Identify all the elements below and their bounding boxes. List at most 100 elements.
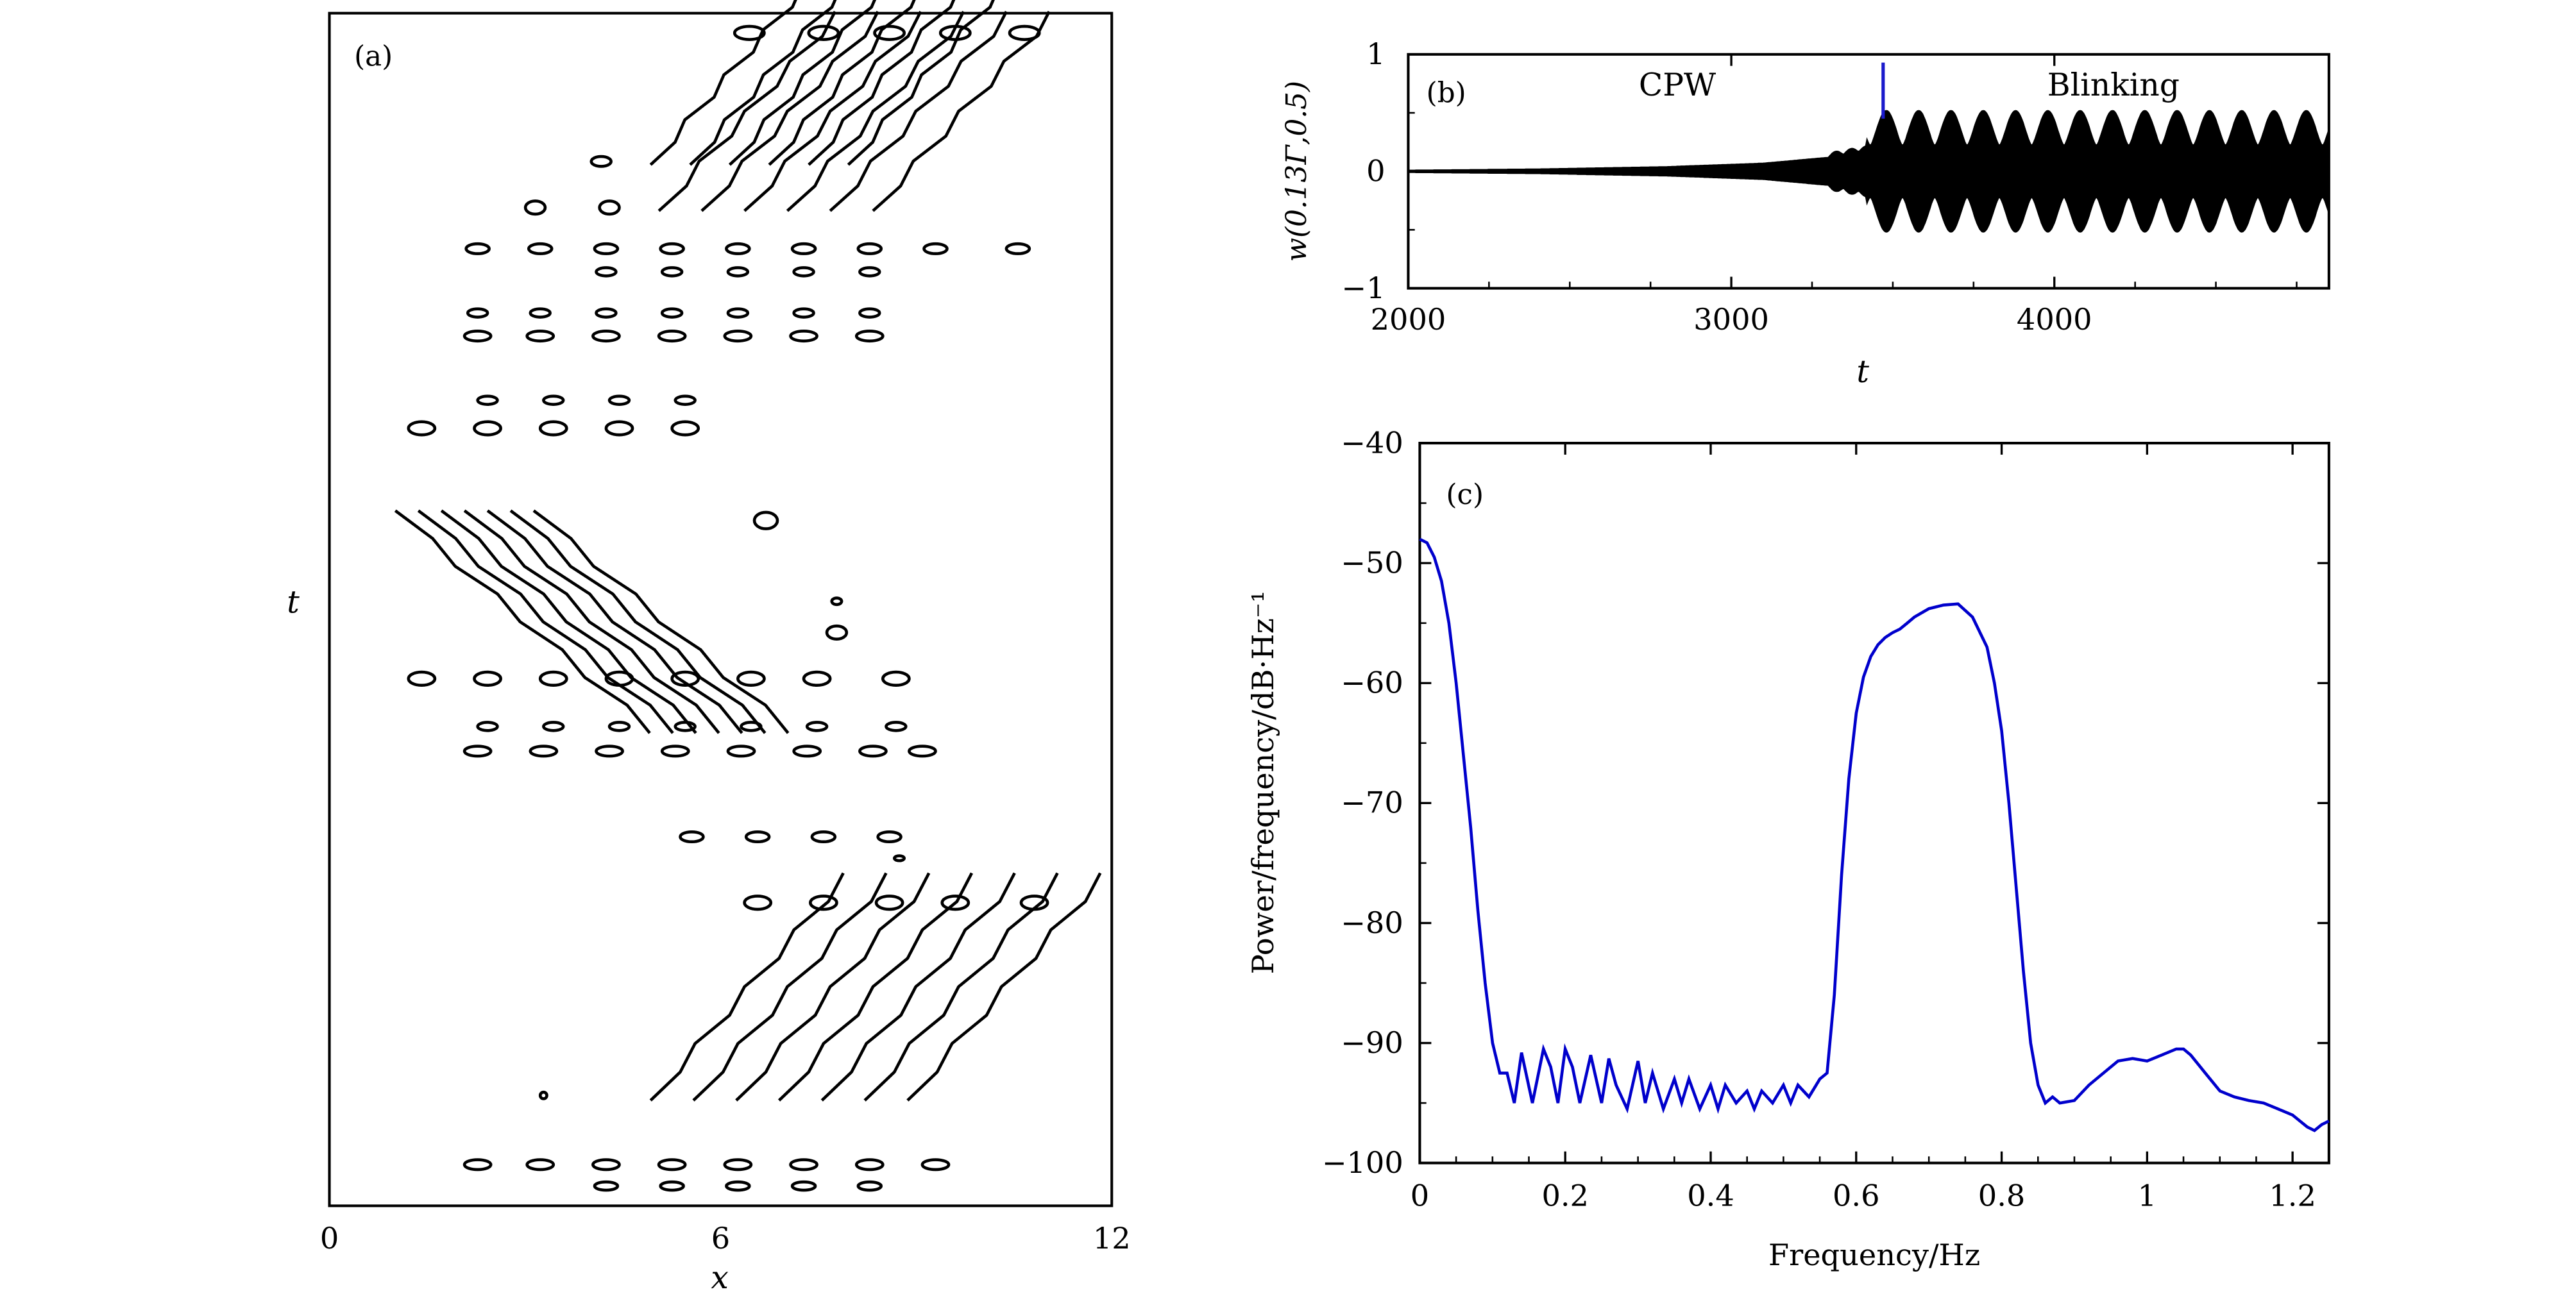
panel-b-label: (b) xyxy=(1427,76,1466,109)
contour-loop xyxy=(876,830,902,844)
contour-line xyxy=(689,0,837,166)
contour-loop xyxy=(657,330,687,343)
contour-loop xyxy=(726,744,756,758)
contour-loop xyxy=(789,1158,818,1172)
panel-a-x-ticks: 0 6 12 xyxy=(320,1221,1131,1256)
panel-a-xtick-label: 6 xyxy=(711,1221,730,1256)
contour-loop xyxy=(881,670,911,687)
contour-loop xyxy=(805,721,829,732)
contour-loop xyxy=(591,1158,621,1172)
contour-loop xyxy=(476,721,499,732)
panel-b-ytick-label: 0 xyxy=(1366,154,1385,189)
contour-loop xyxy=(858,744,888,758)
contour-loop xyxy=(542,721,565,732)
contour-loop xyxy=(885,721,908,732)
panel-b-signal-envelope xyxy=(1407,110,2329,233)
contour-loop xyxy=(726,266,750,278)
contour-loop xyxy=(920,1158,951,1172)
contour-loop xyxy=(591,330,621,343)
contour-loop xyxy=(473,670,502,687)
contour-line xyxy=(808,0,956,166)
contour-loop xyxy=(725,242,751,255)
panel-c-xtick-label: 0.8 xyxy=(1978,1178,2025,1213)
panel-c-ytick-label: −50 xyxy=(1341,546,1403,580)
panel-a-frame xyxy=(328,12,1114,1207)
contour-line xyxy=(657,10,836,212)
contour-loop xyxy=(807,24,840,41)
contour-line xyxy=(417,509,674,734)
contour-loop xyxy=(542,394,565,406)
panel-c-ylabel: Power/frequency/dB·Hz⁻¹ xyxy=(1246,591,1280,974)
panel-c-series-line xyxy=(1419,537,2330,1132)
contour-loop xyxy=(593,1180,620,1192)
contour-loop xyxy=(744,830,771,844)
contour-loop xyxy=(476,394,499,406)
contour-loop xyxy=(462,744,493,758)
contour-loop xyxy=(595,307,618,319)
contour-loop xyxy=(858,266,881,278)
panel-a-xtick-label: 12 xyxy=(1093,1221,1131,1256)
contour-loop xyxy=(1019,895,1049,911)
contour-loop xyxy=(825,624,849,641)
contour-line xyxy=(649,0,797,166)
contour-line xyxy=(692,872,888,1102)
contour-loop xyxy=(607,721,631,732)
contour-line xyxy=(872,10,1051,212)
panel-c-xtick-label: 1.2 xyxy=(2269,1178,2316,1213)
contour-loop xyxy=(792,307,815,319)
panel-c-xtick-label: 0.2 xyxy=(1541,1178,1588,1213)
contour-loop xyxy=(593,242,620,255)
contour-loop xyxy=(407,420,437,437)
panel-a-ylabel: t xyxy=(287,584,300,621)
contour-line xyxy=(486,509,743,734)
contour-loop xyxy=(856,242,883,255)
contour-loop xyxy=(809,895,838,911)
panel-b-annotation-blinking: Blinking xyxy=(2047,67,2180,103)
contour-line xyxy=(440,509,697,734)
contour-loop xyxy=(657,1158,687,1172)
contour-loop xyxy=(674,394,697,406)
contour-loop xyxy=(736,670,766,687)
contour-loop xyxy=(659,242,685,255)
contour-loop xyxy=(679,830,705,844)
panel-c-ytick-label: −100 xyxy=(1322,1145,1403,1180)
contour-loop xyxy=(660,266,684,278)
contour-loop xyxy=(830,596,843,607)
contour-loop xyxy=(407,670,437,687)
panel-c-xtick-label: 0.4 xyxy=(1687,1178,1734,1213)
panel-a-xlabel: x xyxy=(711,1259,729,1296)
contour-loop xyxy=(462,330,493,343)
contour-loop xyxy=(740,721,763,732)
contour-loop xyxy=(598,199,621,216)
contour-loop xyxy=(790,1180,817,1192)
contour-line xyxy=(532,509,790,734)
panel-a-xtick-label: 0 xyxy=(320,1221,339,1256)
contour-loop xyxy=(589,155,613,168)
contour-loop xyxy=(466,307,489,319)
contour-line xyxy=(463,509,720,734)
panel-c-xlabel: Frequency/Hz xyxy=(1768,1238,1980,1272)
contour-loop xyxy=(873,24,906,41)
contour-loop xyxy=(802,670,832,687)
contour-loop xyxy=(940,895,970,911)
contour-loop xyxy=(595,744,624,758)
contour-loop xyxy=(789,330,818,343)
contour-loop xyxy=(527,242,554,255)
contour-loop xyxy=(810,830,837,844)
contour-loop xyxy=(604,670,634,687)
panel-b-xtick-label: 3000 xyxy=(1693,302,1769,337)
contour-line xyxy=(820,872,1016,1102)
contour-loop xyxy=(529,307,552,319)
contour-loop xyxy=(790,242,817,255)
panel-c-ytick-label: −90 xyxy=(1341,1025,1403,1060)
contour-loop xyxy=(854,330,885,343)
contour-loop xyxy=(1008,24,1041,41)
contour-loop xyxy=(659,1180,685,1192)
contour-line xyxy=(735,872,931,1102)
contour-loop xyxy=(538,1090,548,1100)
contour-loop xyxy=(607,394,631,406)
contour-loop xyxy=(725,1180,751,1192)
contour-line xyxy=(509,509,767,734)
contour-loop xyxy=(529,744,559,758)
panel-c-ytick-label: −80 xyxy=(1341,905,1403,940)
